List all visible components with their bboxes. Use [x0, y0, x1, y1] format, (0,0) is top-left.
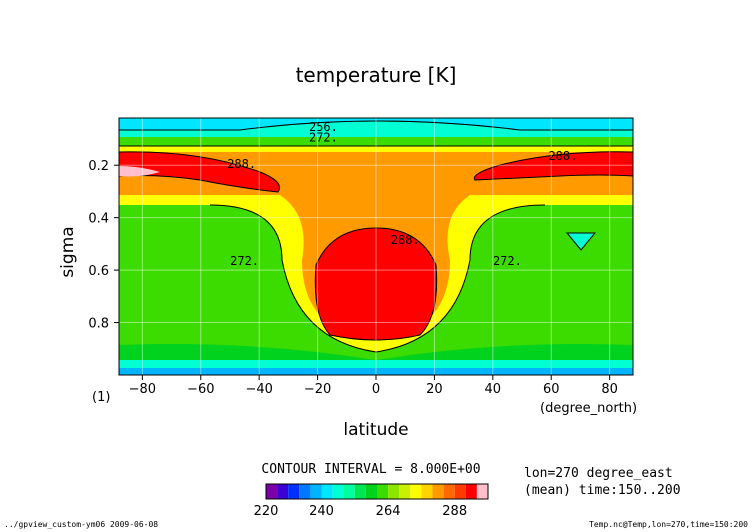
- contour-label: 288.: [391, 233, 420, 247]
- region-288-south: [119, 151, 280, 193]
- x-tick-label: 0: [372, 382, 380, 397]
- colorbar-swatch: [399, 484, 411, 499]
- colorbar-swatch: [277, 484, 289, 499]
- x-tick-label: −20: [304, 382, 331, 397]
- info-line-1: lon=270 degree_east: [524, 466, 673, 481]
- y-tick-label: 0.2: [88, 159, 109, 174]
- colorbar-swatch: [377, 484, 389, 499]
- contour-label: 288.: [227, 157, 256, 171]
- y-tick-label: 0.8: [88, 317, 109, 332]
- y-axis-corner-label: (1): [92, 390, 110, 405]
- y-axis-label: sigma: [58, 226, 78, 277]
- x-tick-label: −80: [129, 382, 156, 397]
- info-line-2: (mean) time:150..200: [524, 483, 681, 498]
- region-288-tropics: [314, 227, 438, 341]
- contour-labels: 256.272.288.288.288.272. 272.: [227, 120, 577, 268]
- contour-line-272-right: [375, 204, 546, 353]
- colorbar-swatch: [388, 484, 400, 499]
- contour-label: 272.: [309, 131, 338, 145]
- y-tick-label: 0.4: [88, 212, 109, 227]
- chart-title: temperature [K]: [296, 63, 457, 87]
- x-tick-label: −60: [187, 382, 214, 397]
- x-tick-label: 60: [543, 382, 560, 397]
- footer-left: ../gpview_custom-ym06 2009-06-08: [4, 520, 158, 529]
- colorbar-ticks: 220 240 264 288: [254, 504, 468, 519]
- footer-right: Temp.nc@Temp,lon=270,time=150:200: [589, 520, 748, 529]
- colorbar-frame: [265, 483, 489, 500]
- colorbar-swatch: [343, 484, 355, 499]
- contour-label: 272.: [493, 254, 522, 268]
- colorbar-swatch: [332, 484, 344, 499]
- colorbar-swatch: [443, 484, 455, 499]
- colorbar-swatch: [465, 484, 477, 499]
- x-tick-label: 40: [485, 382, 502, 397]
- y-axis: 0.2 0.4 0.6 0.8: [88, 159, 119, 332]
- region-low-green: [119, 344, 633, 360]
- colorbar-tick-label: 220: [254, 504, 279, 519]
- colorbar-swatch: [299, 484, 311, 499]
- colorbar-tick-label: 288: [442, 504, 467, 519]
- x-axis: −80 −60 −40 −20 0 20 40 60 80: [129, 375, 618, 397]
- y-tick-label: 0.6: [88, 264, 109, 279]
- contour-label: 288.: [548, 149, 577, 163]
- colorbar-swatch: [266, 484, 278, 499]
- contour-label: 256.: [309, 120, 338, 134]
- colorbar-swatch: [354, 484, 366, 499]
- colorbar-swatch: [410, 484, 422, 499]
- colorbar-swatch: [365, 484, 377, 499]
- x-tick-label: 20: [426, 382, 443, 397]
- x-axis-unit: (degree_north): [540, 401, 637, 416]
- grid: [119, 118, 633, 375]
- x-axis-label: latitude: [343, 420, 408, 440]
- contour-interval-text: CONTOUR INTERVAL = 8.000E+00: [261, 462, 480, 477]
- colorbar-swatch: [454, 484, 466, 499]
- colorbar-swatch: [310, 484, 322, 499]
- contour-label: 272.: [230, 254, 259, 268]
- region-small-triangle: [565, 232, 597, 251]
- colorbar-tick-label: 264: [376, 504, 401, 519]
- plot-area: 256.272.288.288.288.272. 272.: [118, 117, 634, 376]
- region-256: [119, 121, 633, 137]
- x-tick-label: −40: [245, 382, 272, 397]
- region-low-cyan: [119, 360, 633, 368]
- colorbar-swatch: [476, 484, 488, 499]
- region-264: [119, 137, 633, 146]
- colorbar: [265, 483, 489, 500]
- contour-line-256: [119, 120, 633, 131]
- colorbar-swatch: [432, 484, 444, 499]
- region-296-south: [119, 166, 160, 177]
- region-low-blue: [119, 368, 633, 375]
- colorbar-swatch: [321, 484, 333, 499]
- colorbar-tick-label: 240: [309, 504, 334, 519]
- region-288-north: [473, 151, 633, 181]
- colorbar-swatch: [421, 484, 433, 499]
- x-tick-label: 80: [601, 382, 618, 397]
- colorbar-swatch: [288, 484, 300, 499]
- contour-line-272-left: [209, 204, 377, 353]
